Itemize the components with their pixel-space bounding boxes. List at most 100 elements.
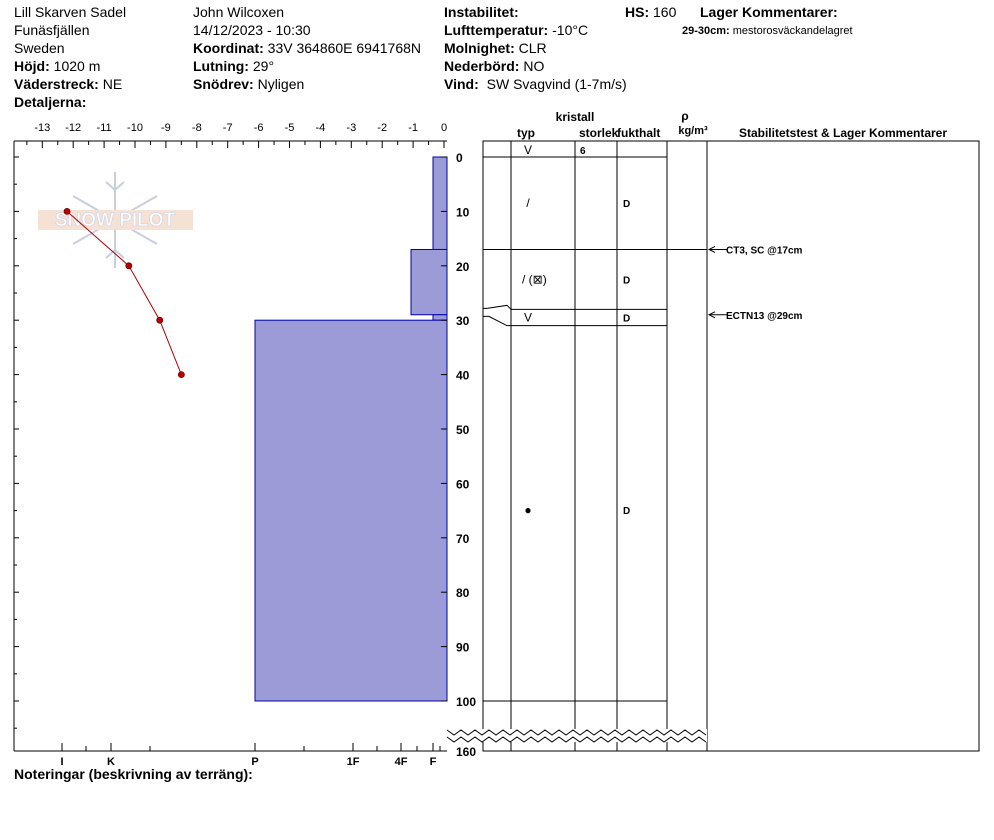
depth-break-zigzag — [446, 729, 707, 736]
area-name: Funäsfjällen — [14, 22, 90, 38]
depth-tick-label: 80 — [456, 586, 470, 600]
hardness-label: 1F — [347, 756, 360, 768]
hardness-label: K — [107, 756, 115, 768]
surface-crystal-symbol: V — [524, 143, 532, 157]
temperature-point — [63, 207, 71, 215]
profile-axes: -13 -12 -11 -10 -9 -8 -7 -6 -5 -4 -3 -2 -1 0I K P 1F 4F F — [13, 122, 447, 768]
air-temperature: Lufttemperatur: -10°C — [444, 22, 588, 39]
temp-tick-label: -7 — [223, 122, 233, 134]
connector-line — [483, 304, 512, 310]
temp-tick-label: -3 — [346, 122, 356, 134]
break-mask — [448, 729, 707, 742]
layer-crystal-symbol: ● — [524, 503, 531, 517]
wind: Vind: SW Svagvind (1-7m/s) — [444, 76, 627, 93]
hardness-bars — [254, 156, 448, 702]
depth-tick-label: 100 — [456, 695, 476, 709]
hardness-bar — [410, 248, 448, 316]
wind-label: Vind: — [444, 76, 479, 92]
sky-cover: Molnighet: CLR — [444, 40, 547, 57]
temp-tick-label: -5 — [285, 122, 295, 134]
temp-tick-label: -10 — [127, 122, 143, 134]
sky-cover-value: CLR — [518, 40, 547, 56]
sky-cover-label: Molnighet: — [444, 40, 515, 56]
hardness-bar — [432, 156, 448, 250]
layer-crystal-symbol: V — [524, 310, 532, 324]
temp-tick-label: -9 — [161, 122, 171, 134]
location-name: Lill Skarven Sadel — [14, 4, 127, 20]
wind-value: SW Svagvind (1-7m/s) — [486, 76, 627, 92]
temp-tick-label: -8 — [192, 122, 202, 134]
hardness-label: I — [60, 756, 63, 768]
temperature-point — [177, 371, 185, 379]
layer-crystal-symbol: / — [526, 196, 530, 210]
temp-tick-label: -12 — [65, 122, 81, 134]
temp-tick-label: -6 — [254, 122, 264, 134]
air-temperature-label: Lufttemperatur: — [444, 22, 549, 38]
precipitation: Nederbörd: NO — [444, 58, 544, 75]
elevation-value: 1020 m — [53, 58, 101, 74]
stability-arrow-head — [707, 311, 716, 319]
layer-crystal-symbol: / (⊠) — [522, 272, 547, 286]
hardness-label: F — [430, 756, 437, 768]
temperature-profile — [63, 207, 185, 379]
hardness-label: 4F — [395, 756, 408, 768]
terrain-notes-label: Noteringar (beskrivning av terräng): — [14, 766, 253, 782]
layer-moisture: D — [623, 506, 630, 517]
layer-table-box — [482, 140, 708, 752]
elevation-label: Höjd: — [14, 58, 50, 74]
temp-tick-label: 0 — [441, 122, 447, 134]
layer-moisture: D — [623, 199, 630, 210]
layer-moisture: D — [623, 313, 630, 324]
air-temperature-value: -10°C — [552, 22, 589, 38]
header-crystal: kristall — [556, 110, 595, 124]
header-density-unit: kg/m³ — [678, 125, 708, 137]
connector-line — [483, 315, 511, 327]
elevation: Höjd: 1020 m — [14, 58, 100, 75]
temp-tick-label: -2 — [377, 122, 387, 134]
date-time: 14/12/2023 - 10:30 — [193, 22, 311, 38]
aspect-label: Väderstreck: — [14, 76, 99, 92]
layer-comment-text: mestorosväckandelagret — [732, 25, 853, 37]
coordinate-label: Koordinat: — [193, 40, 264, 56]
temp-tick-label: -1 — [408, 122, 418, 134]
depth-tick-label: 30 — [456, 314, 470, 328]
depth-tick-label: 20 — [456, 260, 470, 274]
hardness-label: P — [251, 756, 258, 768]
depth-break-zigzag — [446, 736, 707, 743]
snow-height-label: HS: — [625, 4, 650, 20]
stability-test-label: ECTN13 @29cm — [726, 311, 803, 322]
temperature-line — [66, 211, 182, 375]
temp-tick-label: -4 — [316, 122, 326, 134]
header-size: storlek — [579, 126, 619, 140]
snow-height: HS: 160 — [625, 4, 676, 21]
instability-label: Instabilitet: — [444, 4, 519, 20]
details-label: Detaljerna: — [14, 94, 87, 110]
precipitation-value: NO — [523, 58, 545, 74]
layer-comment-range: 29-30cm: — [682, 25, 730, 37]
snowpilot-watermark: SNOW PILOT — [38, 172, 193, 268]
depth-tick-label: 160 — [456, 745, 476, 759]
depth-tick-label: 90 — [456, 641, 470, 655]
temperature-point — [125, 262, 133, 270]
header-stability: Stabilitetstest & Lager Kommentarer — [739, 126, 947, 140]
country-name: Sweden — [14, 40, 65, 56]
wind-drift: Snödrev: Nyligen — [193, 76, 304, 93]
aspect: Väderstreck: NE — [14, 76, 122, 93]
temperature-point — [156, 316, 164, 324]
snow-height-value: 160 — [653, 4, 677, 20]
depth-tick-label: 0 — [456, 151, 463, 165]
wind-drift-value: Nyligen — [257, 76, 305, 92]
header-type: typ — [517, 126, 535, 140]
temp-tick-label: -13 — [34, 122, 50, 134]
wind-drift-label: Snödrev: — [193, 76, 254, 92]
slope: Lutning: 29° — [193, 58, 274, 75]
slope-value: 29° — [252, 58, 275, 74]
hardness-bar — [254, 319, 448, 702]
aspect-value: NE — [102, 76, 123, 92]
coordinate-value: 33V 364860E 6941768N — [267, 40, 422, 56]
observer-name: John Wilcoxen — [193, 4, 285, 20]
watermark-text: SNOW PILOT — [55, 210, 176, 231]
slope-label: Lutning: — [193, 58, 249, 74]
